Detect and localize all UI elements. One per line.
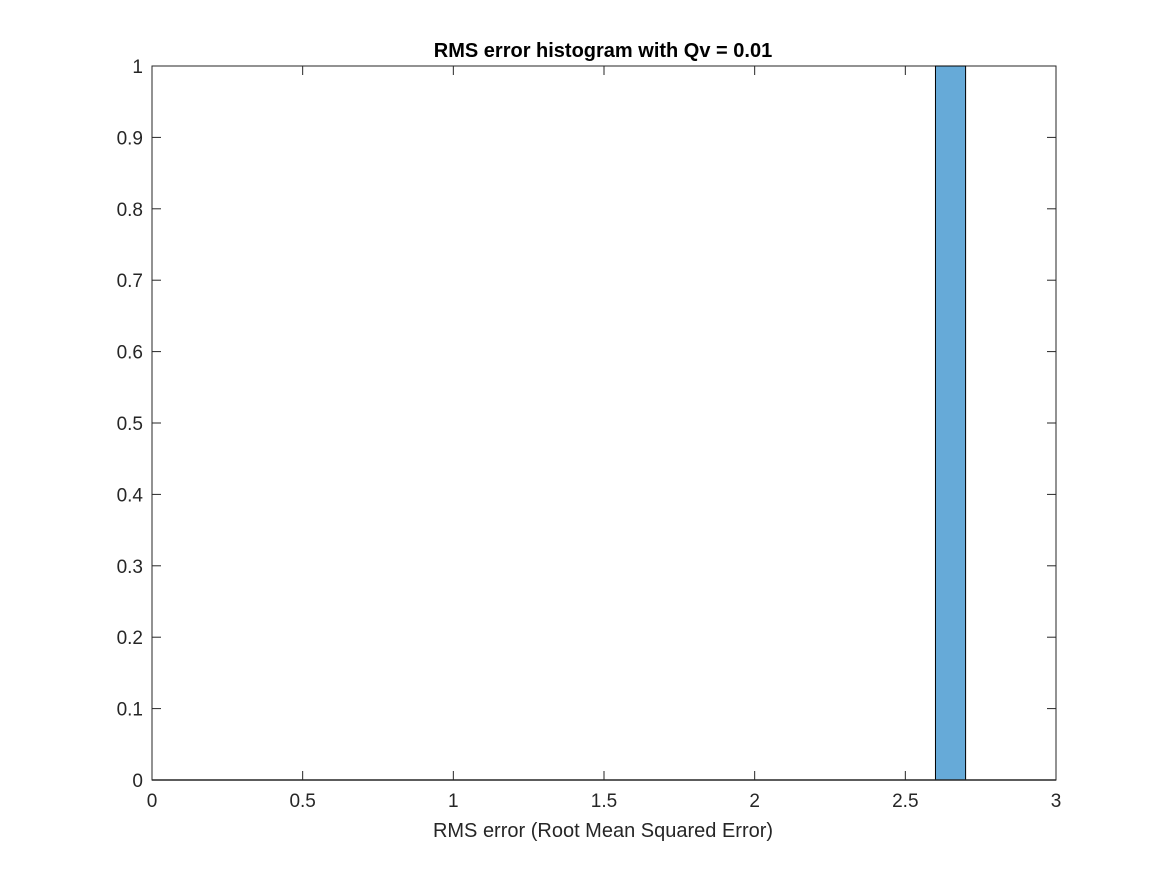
y-axis-ticks: 0 0.1 0.2 0.3 0.4 0.5 0.6 0.7 0.8 0.9 1 [117,57,1056,792]
y-tick-label: 0.8 [117,200,143,221]
x-axis-title: RMS error (Root Mean Squared Error) [433,820,773,842]
x-tick-label: 2.5 [892,791,918,812]
x-axis-ticks: 0 0.5 1 1.5 2 2.5 3 [147,66,1062,812]
y-tick-label: 0.5 [117,414,143,435]
histogram-bars [934,65,967,781]
axes-box [151,65,1057,781]
y-tick-label: 0.6 [117,343,143,364]
x-tick-label: 2 [749,791,760,812]
x-tick-label: 1.5 [591,791,617,812]
y-tick-label: 0.9 [117,128,143,149]
y-tick-label: 0.2 [117,628,143,649]
y-tick-label: 0.1 [117,700,143,721]
x-tick-label: 0 [147,791,158,812]
y-tick-label: 1 [132,57,143,78]
y-tick-label: 0.4 [117,485,144,506]
x-tick-label: 0.5 [289,791,315,812]
y-tick-label: 0 [132,771,143,792]
x-tick-label: 3 [1051,791,1062,812]
x-tick-label: 1 [448,791,459,812]
histogram-bar [934,65,967,781]
chart-title: RMS error histogram with Qv = 0.01 [434,40,772,62]
plot-area: 0 0.5 1 1.5 2 2.5 3 00.10.20.30.40.50.60.70.80… [117,57,1062,812]
y-tick-label: 0.3 [117,557,143,578]
y-tick-label: 0.7 [117,271,143,292]
